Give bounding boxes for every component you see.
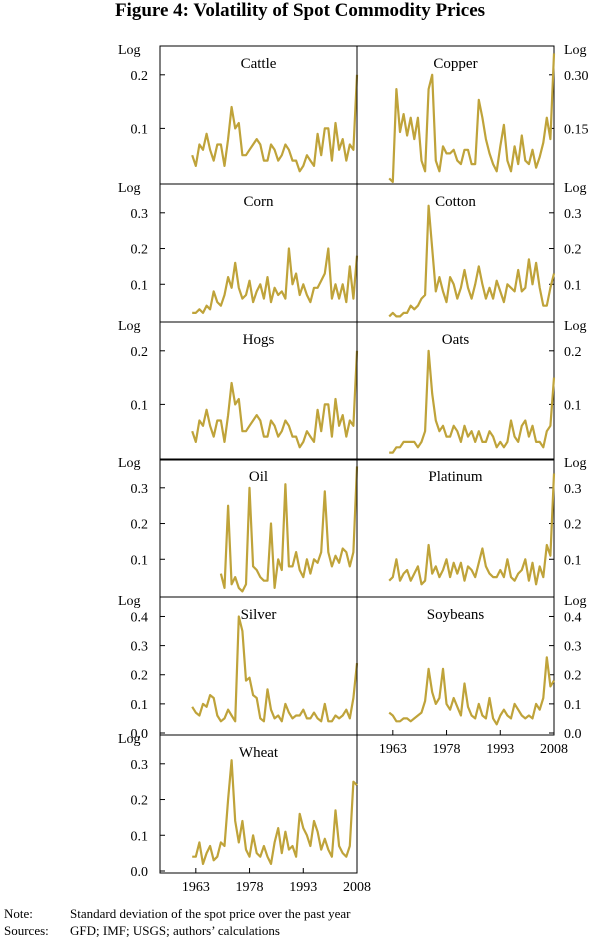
- oats-title: Oats: [442, 332, 470, 348]
- silver-ytick-label: 0.3: [131, 640, 149, 655]
- corn-axis-unit: Log: [118, 181, 141, 196]
- wheat-xtick-label: 1978: [236, 880, 264, 895]
- note-key: Note:: [4, 906, 33, 921]
- cotton-axis-unit: Log: [564, 181, 587, 196]
- soybeans-ytick-label: 0.4: [564, 610, 582, 625]
- cotton-series-line: [388, 204, 556, 318]
- cotton-ytick-label: 0.3: [564, 207, 582, 222]
- figure-title: Figure 4: Volatility of Spot Commodity P…: [114, 0, 486, 21]
- wheat-xtick-label: 1963: [182, 880, 210, 895]
- platinum-series-line: [388, 473, 556, 586]
- wheat-ytick-label: 0.3: [131, 758, 149, 773]
- corn-ytick-label: 0.2: [131, 243, 149, 258]
- wheat-ytick-label: 0.2: [131, 794, 149, 809]
- silver-ytick-label: 0.1: [131, 698, 149, 713]
- wheat-xtick-label: 1993: [289, 880, 317, 895]
- oil-ytick-label: 0.3: [131, 482, 149, 497]
- soybeans-xtick-label: 1978: [433, 742, 461, 757]
- oil-axis-unit: Log: [118, 456, 141, 471]
- wheat-ytick-label: 0.0: [131, 865, 149, 880]
- hogs-title: Hogs: [243, 332, 275, 348]
- cattle-axis-unit: Log: [118, 43, 141, 58]
- oil-title: Oil: [249, 469, 268, 485]
- notes: Note: Standard deviation of the spot pric…: [4, 905, 351, 939]
- soybeans-xtick-label: 1963: [379, 742, 407, 757]
- soybeans-xtick-label: 1993: [486, 742, 514, 757]
- copper-ytick-label: 0.30: [564, 69, 589, 84]
- soybeans-axis-unit: Log: [564, 594, 587, 609]
- cattle-series-line: [191, 74, 359, 173]
- cotton-ytick-label: 0.1: [564, 278, 582, 293]
- hogs-axis-unit: Log: [118, 319, 141, 334]
- soybeans-series-line: [388, 656, 555, 726]
- wheat-axis-unit: Log: [118, 732, 141, 747]
- oats-series-line: [389, 349, 556, 454]
- wheat-ytick-label: 0.1: [131, 829, 149, 844]
- silver-series-line: [191, 615, 359, 723]
- silver-title: Silver: [241, 607, 277, 623]
- soybeans-ytick-label: 0.3: [564, 640, 582, 655]
- copper-series-line: [388, 53, 556, 184]
- soybeans-xtick-label: 2008: [540, 742, 568, 757]
- oil-series-line: [219, 466, 359, 593]
- oil-ytick-label: 0.1: [131, 553, 149, 568]
- soybeans-ytick-label: 0.2: [564, 669, 582, 684]
- corn-ytick-label: 0.1: [131, 278, 149, 293]
- wheat-series-line: [192, 759, 358, 866]
- hogs-ytick-label: 0.1: [131, 398, 149, 413]
- platinum-ytick-label: 0.1: [564, 553, 582, 568]
- hogs-ytick-label: 0.2: [131, 345, 149, 360]
- copper-ytick-label: 0.15: [564, 122, 589, 137]
- cattle-ytick-label: 0.1: [131, 122, 149, 137]
- copper-title: Copper: [433, 56, 477, 72]
- soybeans-ytick-label: 0.1: [564, 698, 582, 713]
- sources-key: Sources:: [4, 923, 49, 938]
- wheat-title: Wheat: [239, 745, 279, 761]
- note-row: Note: Standard deviation of the spot pric…: [4, 905, 351, 922]
- cattle-title: Cattle: [241, 56, 277, 72]
- silver-ytick-label: 0.4: [131, 610, 149, 625]
- sources-text: GFD; IMF; USGS; authors’ calculations: [70, 923, 280, 938]
- note-text: Standard deviation of the spot price ove…: [70, 906, 351, 921]
- silver-axis-unit: Log: [118, 594, 141, 609]
- oil-ytick-label: 0.2: [131, 518, 149, 533]
- corn-title: Corn: [244, 194, 275, 210]
- platinum-title: Platinum: [428, 469, 483, 485]
- oats-ytick-label: 0.2: [564, 345, 582, 360]
- oats-ytick-label: 0.1: [564, 398, 582, 413]
- silver-ytick-label: 0.2: [131, 669, 149, 684]
- cotton-title: Cotton: [435, 194, 476, 210]
- soybeans-ytick-label: 0.0: [564, 727, 582, 742]
- wheat-xtick-label: 2008: [343, 880, 371, 895]
- cattle-ytick-label: 0.2: [131, 69, 149, 84]
- silver-ytick-label: 0.0: [131, 727, 149, 742]
- copper-axis-unit: Log: [564, 43, 587, 58]
- corn-ytick-label: 0.3: [131, 207, 149, 222]
- cotton-ytick-label: 0.2: [564, 243, 582, 258]
- platinum-axis-unit: Log: [564, 456, 587, 471]
- oats-axis-unit: Log: [564, 319, 587, 334]
- corn-series-line: [192, 247, 359, 314]
- wheat-panel-frame: [159, 734, 358, 874]
- hogs-series-line: [191, 350, 359, 449]
- platinum-ytick-label: 0.2: [564, 518, 582, 533]
- soybeans-title: Soybeans: [427, 607, 485, 623]
- soybeans-panel-frame: [356, 596, 555, 736]
- platinum-ytick-label: 0.3: [564, 482, 582, 497]
- sources-row: Sources: GFD; IMF; USGS; authors’ calcula…: [4, 922, 351, 939]
